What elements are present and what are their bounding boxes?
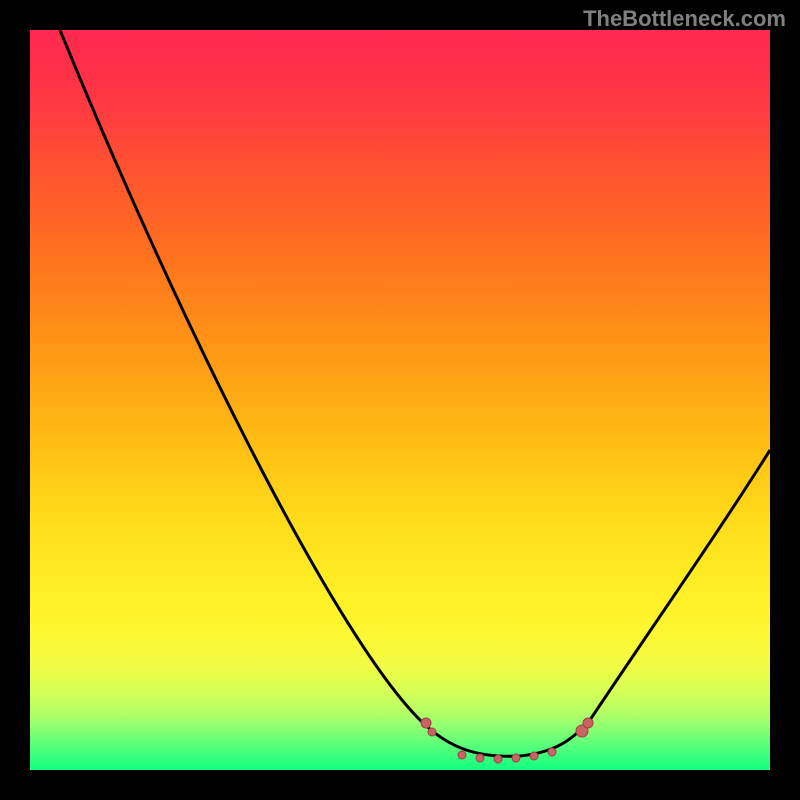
chart-plot-area xyxy=(30,30,770,770)
valley-marker xyxy=(583,718,593,728)
valley-marker xyxy=(530,752,538,760)
bottleneck-curve xyxy=(60,30,770,756)
valley-marker xyxy=(421,718,431,728)
valley-marker xyxy=(476,754,484,762)
curve-layer xyxy=(30,30,770,770)
valley-marker xyxy=(548,748,556,756)
valley-marker xyxy=(512,754,520,762)
valley-marker xyxy=(494,755,502,763)
watermark-text: TheBottleneck.com xyxy=(583,6,786,32)
valley-marker xyxy=(458,751,466,759)
valley-marker xyxy=(428,728,436,736)
